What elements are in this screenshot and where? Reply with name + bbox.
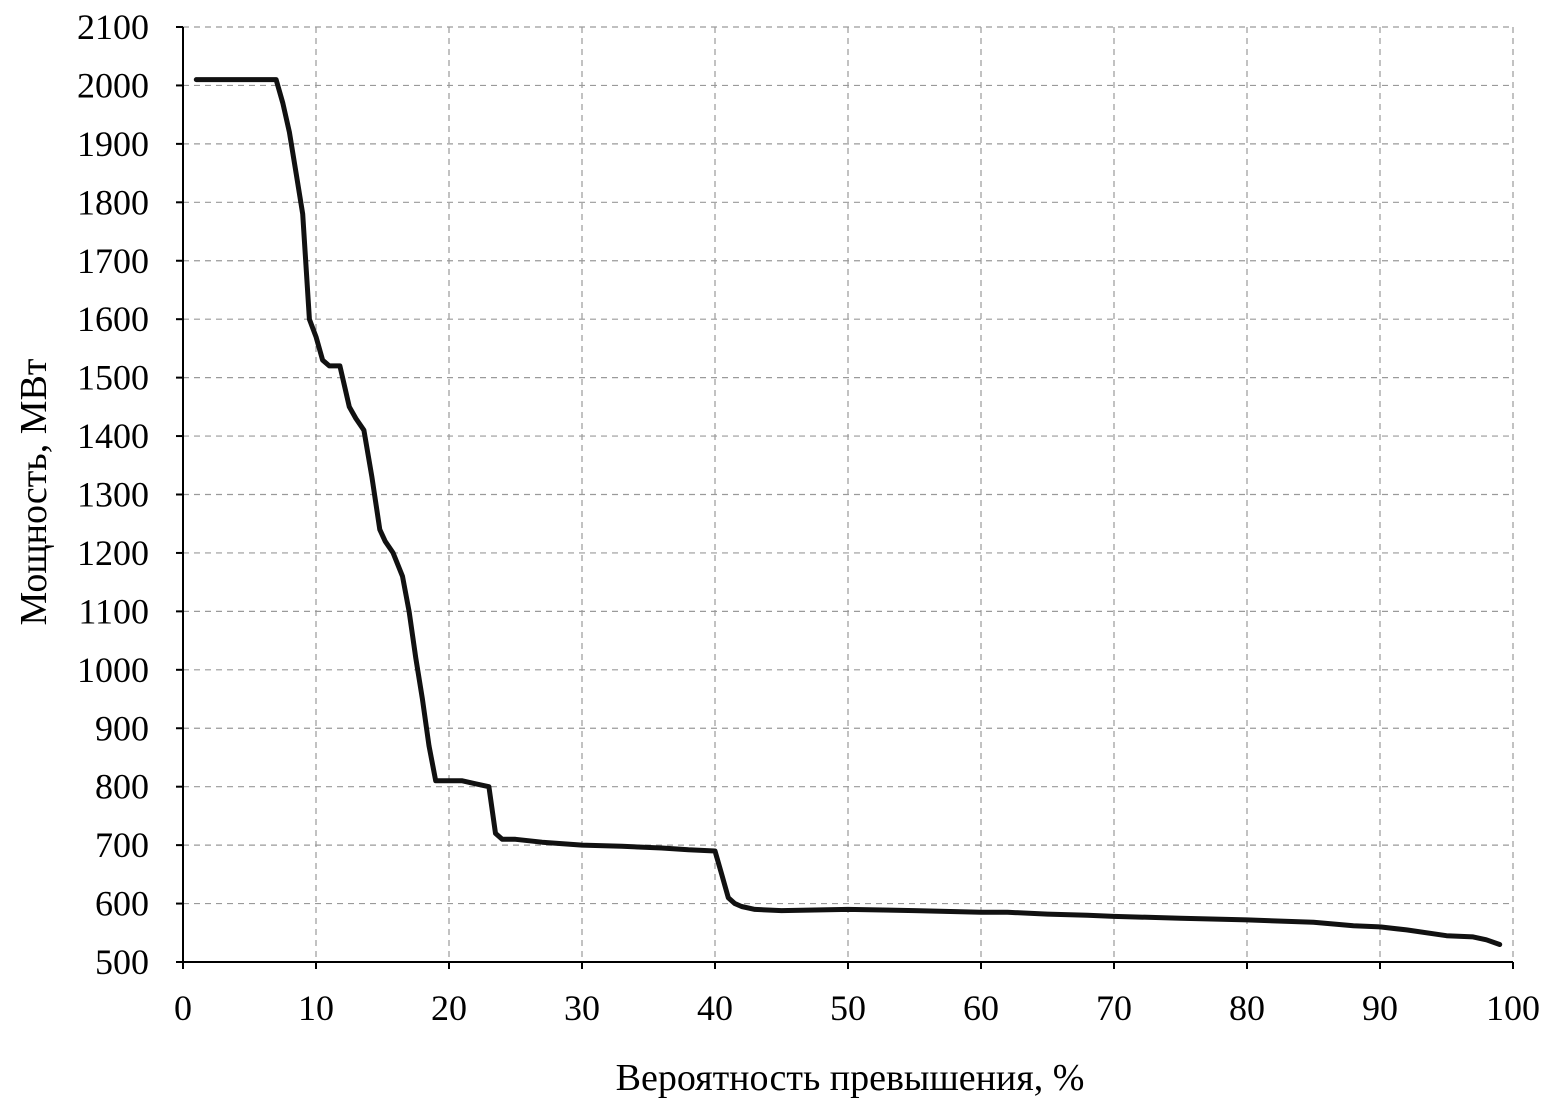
x-tick-label: 0: [174, 988, 192, 1028]
x-tick-label: 10: [298, 988, 334, 1028]
series-layer: [193, 77, 1503, 947]
tick-labels: 5006007008009001000110012001300140015001…: [77, 7, 1540, 1028]
y-tick-label: 700: [95, 825, 149, 865]
y-tick-label: 1700: [77, 241, 149, 281]
x-tick-label: 50: [830, 988, 866, 1028]
y-tick-label: 1400: [77, 416, 149, 456]
x-tick-label: 40: [697, 988, 733, 1028]
y-tick-label: 500: [95, 942, 149, 982]
y-tick-label: 1900: [77, 124, 149, 164]
x-tick-label: 60: [963, 988, 999, 1028]
y-tick-label: 600: [95, 884, 149, 924]
axes: [176, 26, 1514, 969]
y-tick-label: 1600: [77, 299, 149, 339]
x-tick-label: 20: [431, 988, 467, 1028]
x-tick-label: 90: [1362, 988, 1398, 1028]
x-tick-label: 30: [564, 988, 600, 1028]
x-tick-label: 100: [1486, 988, 1540, 1028]
grid: [183, 26, 1514, 962]
y-tick-label: 1800: [77, 182, 149, 222]
y-tick-label: 1000: [77, 650, 149, 690]
y-tick-label: 2000: [77, 65, 149, 105]
y-tick-label: 900: [95, 708, 149, 748]
y-tick-label: 1100: [78, 591, 149, 631]
x-tick-label: 80: [1229, 988, 1265, 1028]
x-tick-label: 70: [1096, 988, 1132, 1028]
x-axis-title: Вероятность превышения, %: [616, 1057, 1085, 1099]
y-axis-title: Мощность, МВт: [13, 358, 55, 625]
y-tick-label: 2100: [77, 7, 149, 47]
series-line-1: [193, 77, 1503, 947]
y-tick-label: 1200: [77, 533, 149, 573]
y-tick-label: 1300: [77, 475, 149, 515]
y-tick-label: 1500: [77, 358, 149, 398]
y-tick-label: 800: [95, 767, 149, 807]
